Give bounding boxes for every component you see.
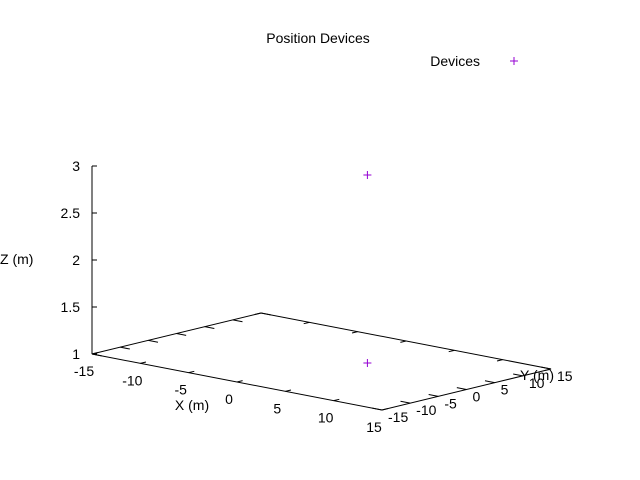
legend: Devices [430, 53, 518, 69]
x-tick-label: -10 [122, 372, 142, 388]
y-tick-label: 0 [473, 389, 481, 405]
x-tick-mark-back [255, 312, 262, 315]
x-tick-mark [333, 398, 340, 402]
x-tick-mark [236, 380, 243, 383]
y-axis-ticks: -15 -10 -5 0 5 10 15 [91, 312, 573, 425]
data-points [363, 171, 372, 367]
x-tick-mark-back [496, 359, 503, 362]
x-tick-mark [285, 389, 292, 392]
base-plane-outline [91, 312, 552, 411]
x-tick-mark-back [351, 331, 358, 334]
y-tick-mark-back [204, 326, 215, 330]
x-tick-mark [381, 408, 388, 411]
y-axis-label: Y (m) [520, 367, 554, 383]
x-tick-label: 15 [366, 419, 382, 435]
y-tick-mark [372, 407, 383, 411]
z-tick-label: 2 [72, 252, 80, 268]
x-tick-mark-back [448, 349, 455, 353]
y-tick-mark [456, 387, 467, 390]
z-tick-label: 3 [72, 158, 80, 174]
y-tick-mark [428, 393, 439, 397]
chart-title: Position Devices [266, 30, 370, 46]
z-tick-label: 2.5 [61, 205, 81, 221]
data-point-devices [363, 359, 372, 367]
x-tick-label: -5 [174, 382, 187, 398]
x-tick-label: -15 [74, 363, 94, 379]
axes [91, 166, 552, 411]
z-axis-label: Z (m) [0, 251, 33, 267]
data-point-devices [363, 171, 372, 179]
y-tick-label: -10 [416, 402, 436, 418]
x-tick-label: 0 [225, 391, 233, 407]
x-tick-mark-back [400, 340, 407, 343]
y-tick-label: -15 [388, 409, 408, 425]
x-tick-mark-back [303, 321, 310, 325]
y-tick-mark [400, 400, 411, 404]
x-tick-label: 10 [318, 410, 334, 426]
z-axis-ticks: 1 1.5 2 2.5 3 [61, 158, 97, 362]
legend-label-devices: Devices [430, 53, 480, 69]
x-axis-label: X (m) [175, 397, 209, 413]
y-tick-label: 5 [501, 382, 509, 398]
y-tick-mark [484, 380, 495, 384]
y-tick-label: 15 [557, 368, 573, 384]
y-tick-mark-back [120, 346, 130, 350]
legend-marker-devices [510, 57, 518, 65]
y-tick-mark-back [260, 312, 271, 316]
z-tick-label: 1 [72, 346, 80, 362]
x-tick-mark [188, 370, 195, 374]
x-tick-label: 5 [273, 400, 281, 416]
y-tick-mark-back [176, 333, 187, 336]
y-tick-mark-back [232, 319, 243, 323]
y-tick-mark [513, 373, 523, 377]
y-tick-label: 10 [529, 375, 545, 391]
legend-plus-marker [510, 57, 518, 65]
y-tick-label: -5 [444, 395, 457, 411]
z-tick-label: 1.5 [61, 299, 81, 315]
y-tick-mark [541, 366, 552, 370]
x-tick-mark [140, 361, 147, 364]
y-tick-mark-back [148, 339, 159, 343]
